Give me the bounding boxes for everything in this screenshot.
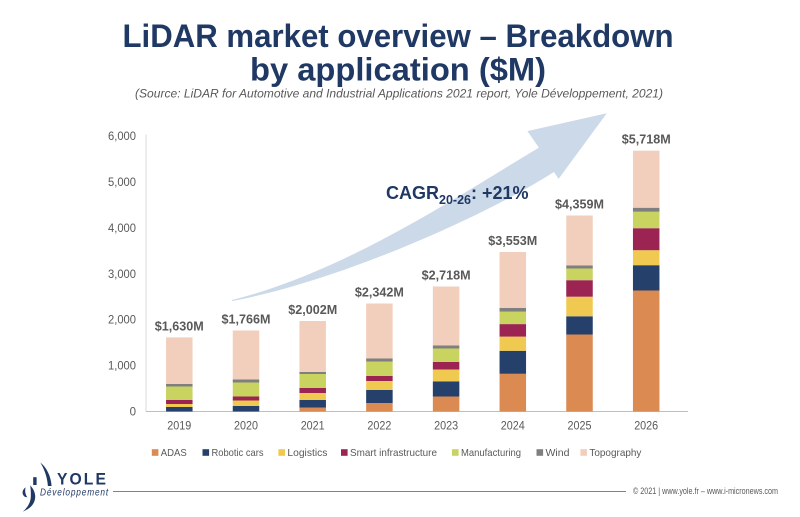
svg-text:3,000: 3,000 (108, 269, 136, 281)
svg-text:0: 0 (130, 407, 136, 419)
svg-text:1,000: 1,000 (108, 361, 136, 373)
svg-text:6,000: 6,000 (108, 131, 136, 143)
svg-text:ADAS: ADAS (161, 447, 187, 459)
svg-text:YOLE: YOLE (57, 471, 108, 489)
svg-text:$2,718M: $2,718M (422, 268, 471, 283)
svg-text:2026: 2026 (634, 421, 658, 433)
svg-text:2025: 2025 (568, 421, 592, 433)
svg-text:Robotic cars: Robotic cars (212, 447, 264, 459)
svg-text:$1,630M: $1,630M (155, 318, 204, 333)
svg-text:$4,359M: $4,359M (555, 197, 604, 212)
svg-text:$2,342M: $2,342M (355, 285, 404, 300)
svg-text:2022: 2022 (367, 421, 391, 433)
svg-text:Wind: Wind (546, 447, 570, 459)
svg-text:$1,766M: $1,766M (222, 312, 271, 327)
svg-text:LiDAR market overview – Breakd: LiDAR market overview – Breakdown (123, 18, 674, 54)
svg-text:© 2021 | www.yole.fr – www.i-m: © 2021 | www.yole.fr – www.i-micronews.c… (633, 486, 778, 497)
svg-text:5,000: 5,000 (108, 177, 136, 189)
svg-text:Topography: Topography (589, 447, 642, 459)
svg-text:by application ($M): by application ($M) (250, 52, 546, 88)
svg-text:2,000: 2,000 (108, 315, 136, 327)
svg-text:$5,718M: $5,718M (622, 132, 671, 147)
svg-text:Développement: Développement (40, 488, 109, 499)
svg-text:2021: 2021 (301, 421, 325, 433)
svg-text:$2,002M: $2,002M (288, 302, 337, 317)
svg-text:$3,553M: $3,553M (488, 233, 537, 248)
svg-text:2024: 2024 (501, 421, 526, 433)
svg-text:2020: 2020 (234, 421, 258, 433)
svg-text:2023: 2023 (434, 421, 458, 433)
svg-text:Logistics: Logistics (287, 447, 327, 459)
svg-text:(Source: LiDAR for Automotive: (Source: LiDAR for Automotive and Indust… (135, 87, 663, 101)
svg-text:4,000: 4,000 (108, 223, 136, 235)
svg-text:2019: 2019 (167, 421, 191, 433)
svg-text:Manufacturing: Manufacturing (461, 447, 521, 459)
svg-text:Smart infrastructure: Smart infrastructure (350, 447, 437, 459)
